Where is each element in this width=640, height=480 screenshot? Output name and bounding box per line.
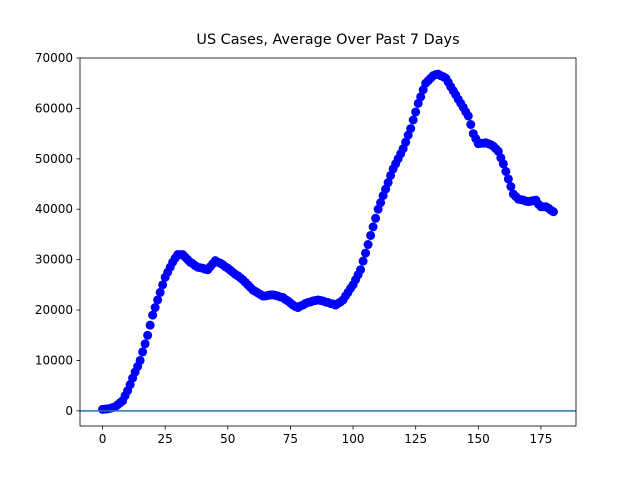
x-tick-label: 0 (99, 432, 107, 446)
point (416, 92, 426, 102)
point (383, 178, 393, 188)
point (140, 339, 150, 349)
point (406, 124, 416, 134)
point (411, 107, 421, 117)
plot-frame (79, 57, 577, 427)
point (401, 137, 411, 147)
x-tick-label: 175 (529, 432, 552, 446)
point (376, 198, 386, 208)
x-tick-label: 75 (283, 432, 298, 446)
point (466, 120, 476, 130)
x-tick-label: 150 (467, 432, 490, 446)
point (366, 230, 376, 240)
plot-area (80, 58, 576, 426)
point (503, 174, 513, 184)
y-tick-label: 70000 (35, 51, 73, 65)
point (153, 295, 163, 305)
point (498, 159, 508, 169)
point (368, 222, 378, 232)
y-tick-label: 60000 (35, 101, 73, 115)
x-tick-label: 25 (158, 432, 173, 446)
y-tick-label: 10000 (35, 353, 73, 367)
y-tick-label: 40000 (35, 202, 73, 216)
x-tick-label: 50 (220, 432, 235, 446)
point (148, 310, 158, 320)
y-tick-label: 20000 (35, 303, 73, 317)
point (363, 240, 373, 250)
chart-title: US Cases, Average Over Past 7 Days (196, 32, 459, 48)
point (158, 280, 168, 290)
point (145, 320, 155, 330)
point (155, 287, 165, 297)
y-tick-label: 0 (65, 404, 73, 418)
point (506, 182, 516, 192)
x-tick-label: 125 (404, 432, 427, 446)
point (150, 303, 160, 313)
point (138, 347, 148, 357)
point (548, 207, 558, 217)
point (358, 256, 368, 266)
point (501, 166, 511, 176)
point (135, 355, 145, 365)
point (371, 213, 381, 223)
point (356, 265, 366, 275)
point (463, 111, 473, 121)
x-tick-label: 100 (342, 432, 365, 446)
y-tick-label: 30000 (35, 253, 73, 267)
point (361, 248, 371, 258)
point (143, 330, 153, 340)
y-tick-label: 50000 (35, 152, 73, 166)
point (408, 115, 418, 125)
